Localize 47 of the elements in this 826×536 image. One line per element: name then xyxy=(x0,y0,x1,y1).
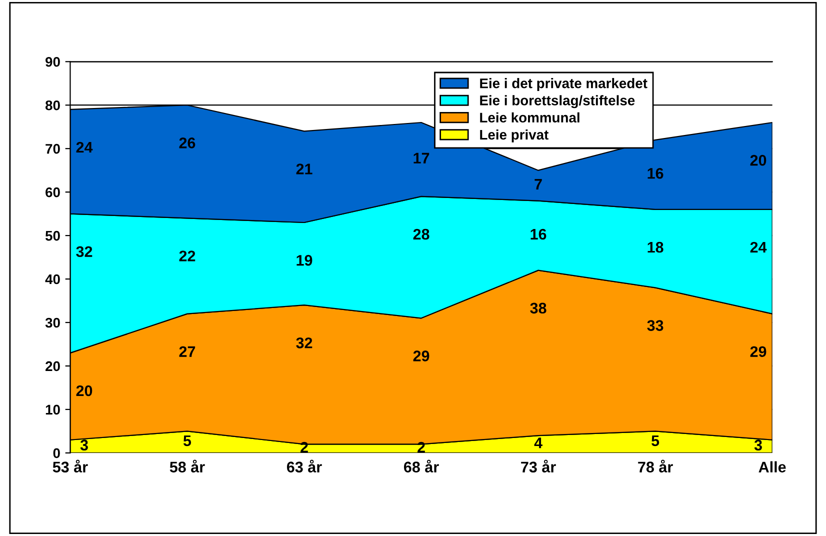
data-label: 3 xyxy=(80,440,88,451)
data-label: 20 xyxy=(750,154,766,166)
data-label: 32 xyxy=(296,338,312,348)
data-label: 29 xyxy=(750,346,766,358)
data-label: 33 xyxy=(647,320,664,331)
data-label: 17 xyxy=(414,152,430,164)
data-label: 4 xyxy=(534,438,542,448)
legend-label: Eie i borettslag/stiftelse xyxy=(480,95,635,108)
data-label: 19 xyxy=(296,254,312,266)
x-tick-label: 53 år xyxy=(52,460,88,472)
y-tick-label: 70 xyxy=(46,144,60,154)
x-tick-label: 58 år xyxy=(170,460,205,472)
data-label: 22 xyxy=(179,250,196,262)
y-tick-label: 0 xyxy=(53,448,60,458)
x-tick-label: 68 år xyxy=(404,460,439,472)
x-tick-label: 63 år xyxy=(286,460,322,472)
x-tick-label: 78 år xyxy=(638,460,673,472)
data-label: 7 xyxy=(534,178,542,190)
data-label: 5 xyxy=(652,435,660,446)
x-tick-label: Alle xyxy=(758,461,786,472)
data-label: 24 xyxy=(76,142,93,153)
data-label: 21 xyxy=(296,164,312,174)
data-label: 16 xyxy=(530,228,546,240)
y-tick-label: 90 xyxy=(46,56,60,67)
x-tick-label: 73 år xyxy=(521,460,556,472)
legend-label: Leie privat xyxy=(480,129,549,142)
data-label: 3 xyxy=(754,440,762,451)
legend-label: Eie i det private markedet xyxy=(480,78,648,91)
data-label: 38 xyxy=(530,302,546,314)
data-label: 27 xyxy=(179,346,196,357)
data-label: 24 xyxy=(750,242,767,253)
data-label: 32 xyxy=(76,246,92,258)
data-label: 16 xyxy=(648,168,664,179)
data-label: 26 xyxy=(179,138,196,148)
y-tick-label: 80 xyxy=(45,100,60,110)
y-tick-label: 30 xyxy=(45,318,60,328)
data-label: 18 xyxy=(648,242,664,253)
y-tick-label: 60 xyxy=(46,187,60,198)
data-label: 20 xyxy=(76,385,92,396)
legend-label: Leie kommunal xyxy=(480,112,580,123)
data-label: 29 xyxy=(413,350,430,362)
y-tick-label: 10 xyxy=(46,404,60,415)
data-label: 28 xyxy=(413,228,430,240)
y-tick-label: 40 xyxy=(45,274,60,284)
y-tick-label: 20 xyxy=(46,361,60,372)
y-tick-label: 50 xyxy=(45,230,60,241)
data-label: 5 xyxy=(183,435,192,446)
